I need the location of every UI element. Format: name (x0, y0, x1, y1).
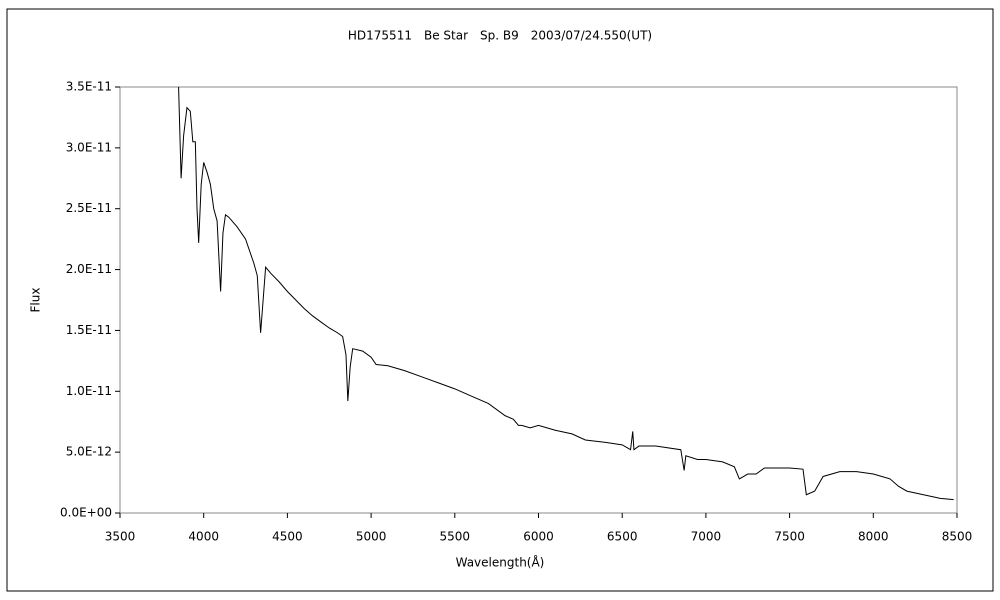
y-tick-label: 1.0E-11 (66, 384, 112, 398)
x-tick-label: 5500 (440, 530, 471, 544)
x-tick-label: 5000 (356, 530, 387, 544)
x-tick-label: 6500 (607, 530, 638, 544)
y-tick-label: 0.0E+00 (60, 506, 112, 520)
x-tick-label: 7500 (774, 530, 805, 544)
x-tick-label: 8500 (942, 530, 973, 544)
x-axis-label: Wavelength(Å) (456, 555, 545, 570)
x-tick-label: 7000 (691, 530, 722, 544)
y-tick-label: 2.0E-11 (66, 262, 112, 276)
chart-title: HD175511 Be Star Sp. B9 2003/07/24.550(U… (348, 29, 652, 43)
x-tick-label: 3500 (105, 530, 136, 544)
x-tick-label: 6000 (523, 530, 554, 544)
y-tick-label: 3.0E-11 (66, 140, 112, 154)
spectrum-line (178, 86, 954, 501)
x-tick-label: 4000 (188, 530, 219, 544)
y-tick-label: 2.5E-11 (66, 201, 112, 215)
x-tick-label: 8000 (858, 530, 889, 544)
y-tick-label: 1.5E-11 (66, 323, 112, 337)
chart-frame (6, 8, 994, 592)
y-tick-label: 5.0E-12 (66, 445, 112, 459)
y-tick-label: 3.5E-11 (66, 80, 112, 94)
x-tick-label: 4500 (272, 530, 303, 544)
y-axis-label: Flux (29, 288, 43, 313)
